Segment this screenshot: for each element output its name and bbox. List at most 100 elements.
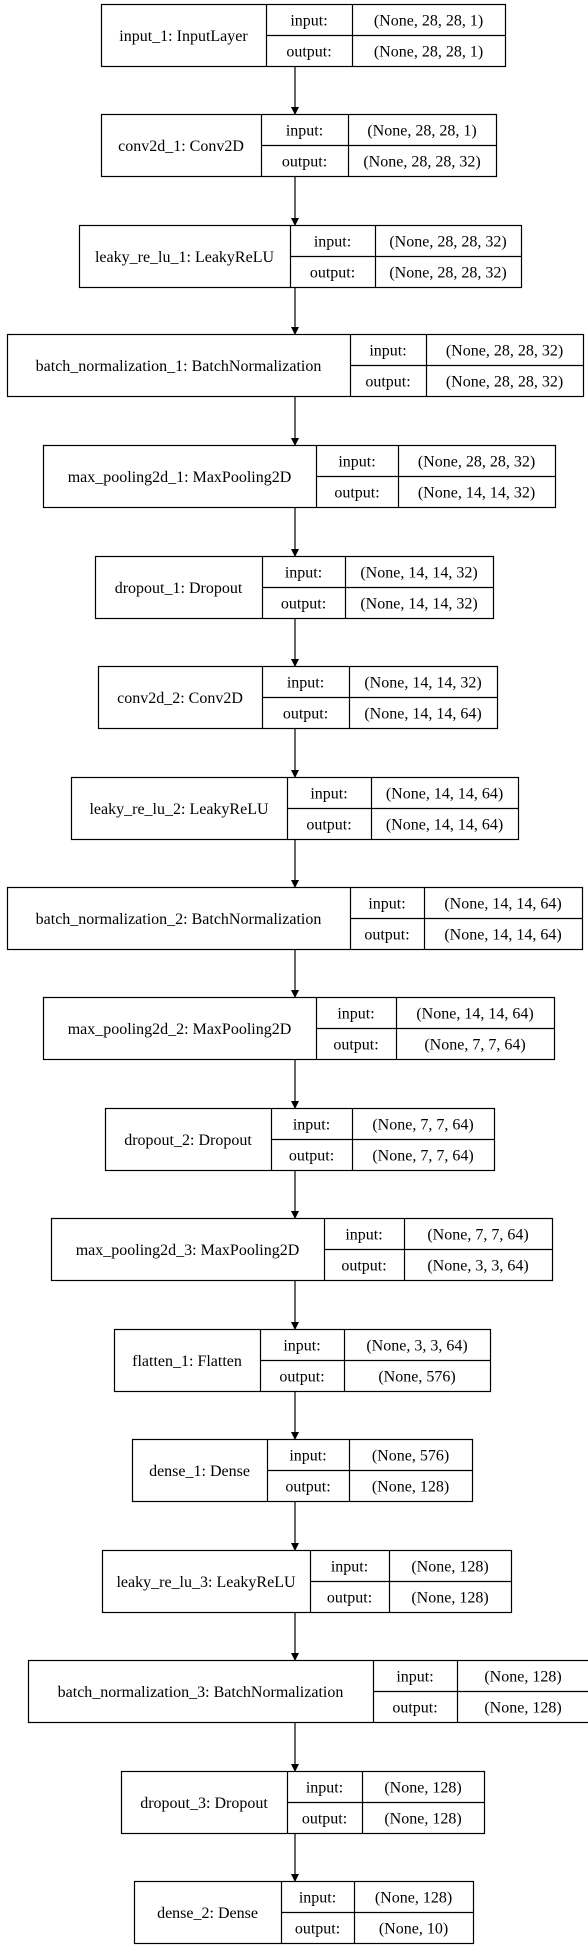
input-label: input:: [290, 13, 327, 30]
input-shape: (None, 14, 14, 64): [444, 896, 561, 913]
layer-name: dropout_3: Dropout: [140, 1795, 268, 1812]
layer-name: dropout_2: Dropout: [124, 1132, 252, 1149]
output-shape: (None, 14, 14, 64): [444, 927, 561, 944]
input-shape: (None, 128): [411, 1559, 488, 1576]
layer-name: max_pooling2d_2: MaxPooling2D: [68, 1021, 292, 1038]
output-shape: (None, 3, 3, 64): [427, 1258, 528, 1275]
output-shape: (None, 14, 14, 64): [386, 817, 503, 834]
output-label: output:: [334, 485, 379, 502]
input-label: input:: [331, 1559, 368, 1576]
input-shape: (None, 128): [375, 1890, 452, 1907]
input-label: input:: [314, 234, 351, 251]
output-label: output:: [286, 44, 331, 61]
output-shape: (None, 10): [379, 1921, 448, 1938]
layer-name: max_pooling2d_1: MaxPooling2D: [68, 469, 292, 486]
input-label: input:: [368, 896, 405, 913]
input-shape: (None, 576): [372, 1448, 449, 1465]
output-shape: (None, 7, 7, 64): [424, 1037, 525, 1054]
output-label: output:: [302, 1811, 347, 1828]
layer-node: leaky_re_lu_1: LeakyReLU input: output: (No…: [78, 224, 523, 289]
layer-node: max_pooling2d_1: MaxPooling2D input: outpu…: [42, 444, 557, 509]
output-label: output:: [282, 154, 327, 171]
output-label: output:: [295, 1921, 340, 1938]
output-label: output:: [310, 265, 355, 282]
output-shape: (None, 28, 28, 32): [389, 265, 506, 282]
input-shape: (None, 3, 3, 64): [366, 1338, 467, 1355]
layer-name: batch_normalization_3: BatchNormalizatio…: [58, 1684, 344, 1701]
layer-node: flatten_1: Flatten input: output: (None, 3,…: [113, 1328, 492, 1393]
input-label: input:: [286, 123, 323, 140]
output-shape: (None, 28, 28, 32): [363, 154, 480, 171]
layer-node: conv2d_1: Conv2D input: output: (None, 28, …: [100, 113, 498, 178]
input-label: input:: [283, 1338, 320, 1355]
layer-node: leaky_re_lu_2: LeakyReLU input: output: (No…: [70, 776, 520, 841]
output-shape: (None, 28, 28, 1): [374, 44, 483, 61]
layer-name: batch_normalization_2: BatchNormalizatio…: [36, 911, 322, 928]
output-label: output:: [279, 1369, 324, 1386]
layer-name: input_1: InputLayer: [119, 28, 248, 45]
output-label: output:: [283, 706, 328, 723]
input-label: input:: [285, 565, 322, 582]
layer-node: batch_normalization_2: BatchNormalizatio…: [6, 886, 584, 951]
output-shape: (None, 128): [411, 1590, 488, 1607]
layer-name: dense_2: Dense: [157, 1905, 258, 1922]
output-shape: (None, 128): [484, 1700, 561, 1717]
input-shape: (None, 14, 14, 32): [364, 675, 481, 692]
input-label: input:: [338, 454, 375, 471]
layer-name: batch_normalization_1: BatchNormalizatio…: [36, 358, 322, 375]
input-label: input:: [299, 1890, 336, 1907]
layer-node: max_pooling2d_3: MaxPooling2D input: outpu…: [50, 1217, 554, 1282]
layer-node: dropout_3: Dropout input: output: (None, 12…: [120, 1770, 486, 1835]
output-shape: (None, 14, 14, 32): [360, 596, 477, 613]
output-label: output:: [281, 596, 326, 613]
input-label: input:: [396, 1669, 433, 1686]
input-shape: (None, 14, 14, 64): [416, 1006, 533, 1023]
node-border: [42, 444, 557, 509]
input-shape: (None, 28, 28, 32): [446, 343, 563, 360]
output-shape: (None, 128): [384, 1811, 461, 1828]
layer-name: flatten_1: Flatten: [132, 1353, 242, 1370]
layer-node: batch_normalization_3: BatchNormalizatio…: [27, 1659, 588, 1724]
layer-node: batch_normalization_1: BatchNormalizatio…: [6, 333, 585, 398]
layer-name: conv2d_1: Conv2D: [118, 138, 244, 155]
input-label: input:: [289, 1448, 326, 1465]
input-label: input:: [293, 1117, 330, 1134]
layer-name: dense_1: Dense: [149, 1463, 250, 1480]
layer-name: dropout_1: Dropout: [115, 580, 243, 597]
output-shape: (None, 14, 14, 64): [364, 706, 481, 723]
input-shape: (None, 128): [484, 1669, 561, 1686]
input-shape: (None, 128): [384, 1780, 461, 1797]
output-label: output:: [327, 1590, 372, 1607]
output-shape: (None, 576): [378, 1369, 455, 1386]
layer-node: input_1: InputLayer input: output: (None, 2…: [100, 3, 507, 68]
input-shape: (None, 28, 28, 32): [418, 454, 535, 471]
input-shape: (None, 28, 28, 32): [389, 234, 506, 251]
input-shape: (None, 14, 14, 64): [386, 786, 503, 803]
output-label: output:: [333, 1037, 378, 1054]
output-label: output:: [289, 1148, 334, 1165]
input-shape: (None, 7, 7, 64): [372, 1117, 473, 1134]
output-label: output:: [365, 374, 410, 391]
layer-node: dense_1: Dense input: output: (None, 576) (N…: [131, 1438, 474, 1503]
input-label: input:: [369, 343, 406, 360]
input-shape: (None, 28, 28, 1): [374, 13, 483, 30]
input-label: input:: [337, 1006, 374, 1023]
output-shape: (None, 7, 7, 64): [372, 1148, 473, 1165]
layer-name: leaky_re_lu_1: LeakyReLU: [95, 249, 274, 266]
layer-node: dense_2: Dense input: output: (None, 128) (N…: [133, 1880, 475, 1945]
output-label: output:: [392, 1700, 437, 1717]
layer-name: max_pooling2d_3: MaxPooling2D: [76, 1242, 300, 1259]
output-shape: (None, 14, 14, 32): [418, 485, 535, 502]
layer-name: leaky_re_lu_2: LeakyReLU: [89, 801, 268, 818]
output-label: output:: [306, 817, 351, 834]
layer-name: leaky_re_lu_3: LeakyReLU: [116, 1574, 295, 1591]
input-shape: (None, 14, 14, 32): [360, 565, 477, 582]
input-label: input:: [345, 1227, 382, 1244]
input-label: input:: [310, 786, 347, 803]
layer-node: dropout_2: Dropout input: output: (None, 7,…: [104, 1107, 496, 1172]
layer-name: conv2d_2: Conv2D: [117, 690, 243, 707]
layer-node: conv2d_2: Conv2D input: output: (None, 14, …: [97, 665, 499, 730]
output-shape: (None, 128): [372, 1479, 449, 1496]
input-label: input:: [287, 675, 324, 692]
layer-node: max_pooling2d_2: MaxPooling2D input: outpu…: [42, 996, 556, 1061]
